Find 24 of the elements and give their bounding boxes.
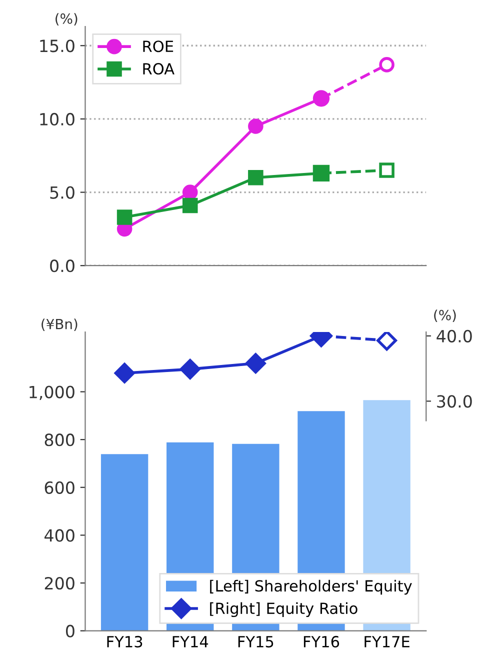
y-tick-label: 200 bbox=[44, 576, 74, 590]
legend-label: [Right] Equity Ratio bbox=[210, 602, 358, 618]
y-axis-title: (%) bbox=[56, 13, 78, 26]
y-tick-label: 400 bbox=[44, 529, 74, 542]
legend-label: ROE bbox=[143, 40, 174, 52]
y-axis-title: (¥Bn) bbox=[42, 318, 78, 331]
y-tick-label: 0 bbox=[66, 624, 74, 638]
x-tick-label: FY13 bbox=[107, 636, 142, 648]
y-tick-label: 600 bbox=[44, 481, 74, 494]
y-tick-label: 5.0 bbox=[50, 186, 74, 199]
y-tick-label: 15.0 bbox=[40, 40, 74, 52]
legend-label: ROA bbox=[143, 63, 174, 75]
y-tick-label: 800 bbox=[44, 434, 74, 446]
x-tick-label: FY17E bbox=[364, 636, 410, 648]
x-tick-label: FY16 bbox=[304, 636, 340, 648]
y-tick-label: 1,000 bbox=[30, 386, 74, 400]
legend-label: [Left] Shareholders' Equity bbox=[210, 580, 412, 595]
x-tick-label: FY15 bbox=[238, 636, 274, 648]
y-tick-label: 10.0 bbox=[40, 112, 74, 126]
y2-tick-label: 40.0 bbox=[436, 330, 472, 342]
y-tick-label: 0.0 bbox=[50, 260, 74, 272]
x-tick-label: FY14 bbox=[172, 636, 208, 648]
y2-tick-label: 30.0 bbox=[437, 395, 472, 408]
y2-axis-title: (%) bbox=[434, 310, 456, 322]
